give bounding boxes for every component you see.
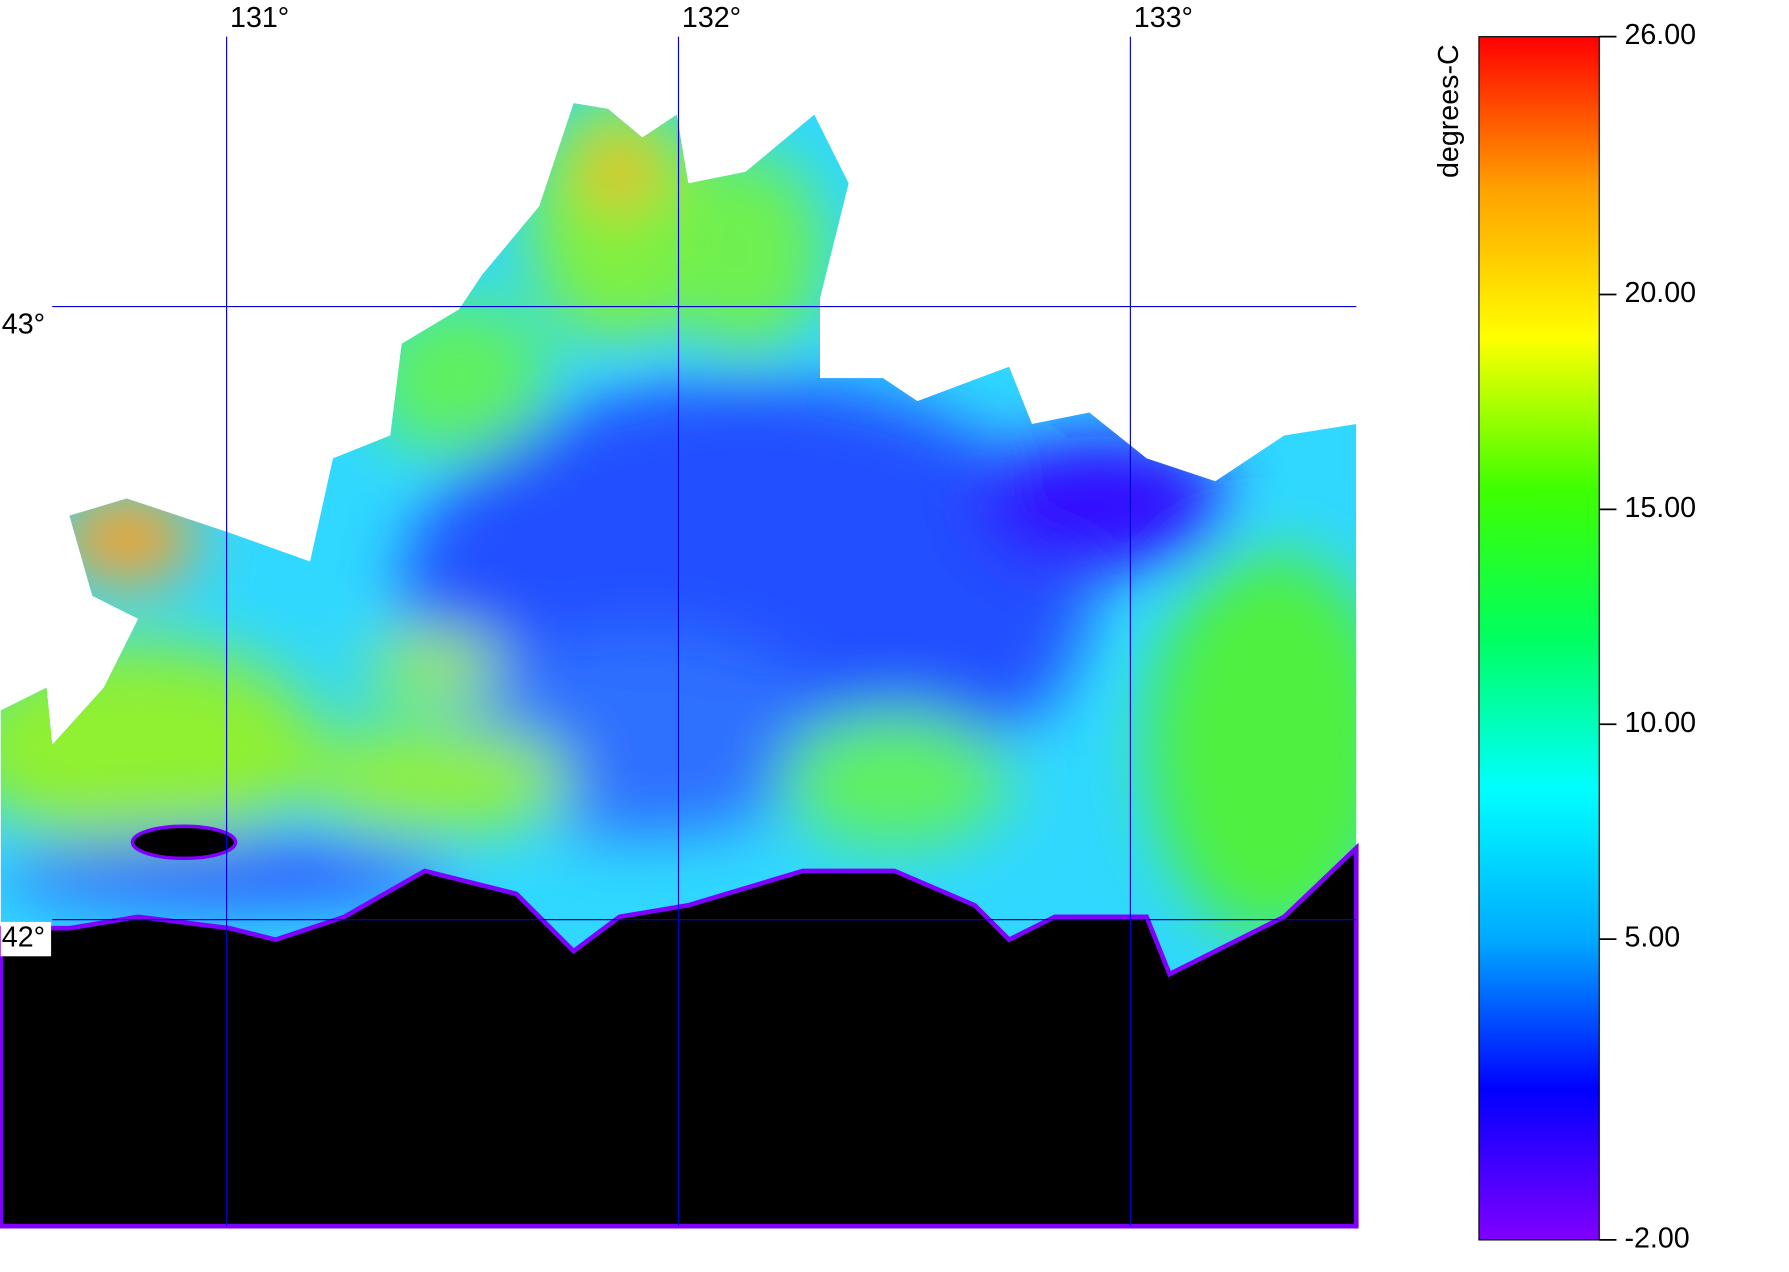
colorbar-tick-label: 5.00 [1624, 922, 1680, 954]
colorbar-tick-label: 10.00 [1624, 707, 1696, 739]
colorbar-tick-label: 20.00 [1624, 277, 1696, 309]
colorbar-tick-label: -2.00 [1624, 1222, 1689, 1254]
sst-image [0, 103, 1359, 1229]
latitude-label: 43° [2, 309, 45, 341]
colorbar-tick-label: 15.00 [1624, 492, 1696, 524]
latitude-label-box [0, 308, 52, 344]
latitude-label-box [0, 921, 52, 957]
longitude-label: 133° [1134, 2, 1193, 34]
latitude-label: 42° [2, 922, 45, 954]
colorbar-tick-label: 26.00 [1624, 19, 1696, 51]
longitude-label: 132° [682, 2, 741, 34]
colorbar [1478, 36, 1600, 1241]
longitude-label: 131° [230, 2, 289, 34]
colorbar-title: degrees-C [1433, 44, 1465, 178]
